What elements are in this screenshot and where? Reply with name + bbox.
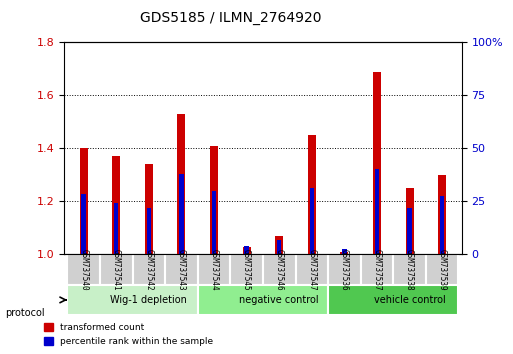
FancyBboxPatch shape — [295, 255, 328, 285]
Bar — [212, 191, 216, 255]
Bar — [82, 194, 86, 255]
Bar — [179, 174, 184, 255]
FancyBboxPatch shape — [230, 255, 263, 285]
Text: GSM737536: GSM737536 — [340, 249, 349, 290]
Bar — [112, 156, 120, 255]
FancyBboxPatch shape — [426, 255, 459, 285]
Bar — [438, 175, 446, 255]
FancyBboxPatch shape — [328, 285, 459, 315]
FancyBboxPatch shape — [67, 255, 100, 285]
Text: GDS5185 / ILMN_2764920: GDS5185 / ILMN_2764920 — [140, 11, 322, 25]
Bar — [243, 246, 251, 255]
Text: GSM737542: GSM737542 — [144, 249, 153, 290]
FancyBboxPatch shape — [198, 255, 230, 285]
Bar — [373, 72, 381, 255]
Bar — [342, 249, 347, 255]
Bar — [375, 169, 379, 255]
Text: GSM737543: GSM737543 — [177, 249, 186, 290]
Text: GSM737545: GSM737545 — [242, 249, 251, 290]
Text: Wig-1 depletion: Wig-1 depletion — [110, 295, 187, 305]
Bar — [310, 188, 314, 255]
Text: GSM737547: GSM737547 — [307, 249, 317, 290]
Bar — [308, 135, 316, 255]
Text: GSM737539: GSM737539 — [438, 249, 447, 290]
Bar — [277, 240, 282, 255]
Bar — [114, 202, 119, 255]
FancyBboxPatch shape — [361, 255, 393, 285]
FancyBboxPatch shape — [263, 255, 295, 285]
Text: vehicle control: vehicle control — [373, 295, 445, 305]
Bar — [177, 114, 185, 255]
Bar — [80, 148, 88, 255]
Bar — [440, 196, 444, 255]
Bar — [210, 146, 218, 255]
FancyBboxPatch shape — [165, 255, 198, 285]
Text: GSM737546: GSM737546 — [274, 249, 284, 290]
FancyBboxPatch shape — [67, 285, 198, 315]
FancyBboxPatch shape — [393, 255, 426, 285]
FancyBboxPatch shape — [198, 285, 328, 315]
Bar — [244, 246, 249, 255]
Bar — [145, 164, 153, 255]
Text: GSM737537: GSM737537 — [372, 249, 382, 290]
Text: GSM737541: GSM737541 — [112, 249, 121, 290]
Bar — [407, 208, 412, 255]
FancyBboxPatch shape — [328, 255, 361, 285]
Bar — [275, 236, 283, 255]
Legend: transformed count, percentile rank within the sample: transformed count, percentile rank withi… — [41, 320, 217, 349]
Bar — [341, 252, 348, 255]
Text: GSM737544: GSM737544 — [209, 249, 219, 290]
Text: GSM737540: GSM737540 — [79, 249, 88, 290]
FancyBboxPatch shape — [132, 255, 165, 285]
Bar — [147, 208, 151, 255]
Text: GSM737538: GSM737538 — [405, 249, 414, 290]
Text: protocol: protocol — [5, 308, 45, 318]
Bar — [406, 188, 413, 255]
Text: negative control: negative control — [240, 295, 319, 305]
FancyBboxPatch shape — [100, 255, 132, 285]
